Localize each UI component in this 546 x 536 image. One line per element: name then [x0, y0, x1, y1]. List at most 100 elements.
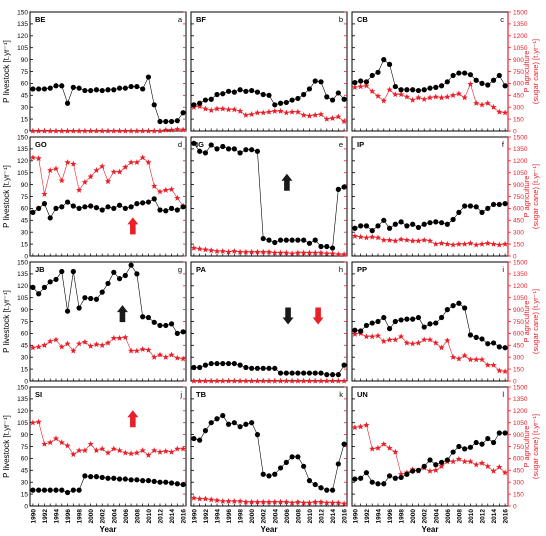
data-point-black	[122, 85, 128, 91]
data-point-black	[151, 478, 157, 485]
data-point-black	[283, 99, 289, 106]
data-point-black	[490, 340, 497, 346]
data-point-red	[473, 241, 480, 248]
data-point-black	[82, 204, 88, 210]
data-point-red	[317, 498, 325, 505]
data-point-red	[351, 330, 359, 337]
data-point-red	[409, 237, 416, 244]
data-point-black	[277, 237, 284, 243]
data-point-red	[231, 377, 238, 384]
x-tick-label: 1998	[77, 509, 84, 524]
data-point-red	[64, 442, 71, 449]
data-point-black	[306, 86, 313, 92]
data-point-red	[236, 497, 244, 504]
x-tick-label: 2008	[295, 509, 302, 524]
data-point-red	[29, 419, 37, 426]
x-tick-label: 1994	[376, 509, 383, 524]
data-point-red	[421, 95, 428, 102]
y-tick-label: 30	[21, 105, 29, 112]
data-point-red	[145, 127, 152, 134]
data-point-black	[208, 420, 214, 426]
x-tick-label: 2014	[491, 509, 498, 524]
data-point-red	[392, 91, 399, 98]
data-point-black	[128, 83, 134, 90]
y2-tick-label: 150	[513, 241, 524, 248]
data-point-red	[288, 250, 296, 257]
data-point-red	[449, 353, 457, 360]
data-point-red	[139, 447, 146, 454]
y2-tick-label: 450	[513, 468, 524, 475]
y2-tick-label: 1200	[513, 408, 528, 415]
data-point-red	[329, 499, 336, 506]
data-point-black	[427, 85, 433, 91]
data-point-black	[134, 83, 140, 90]
data-point-black	[243, 147, 249, 153]
data-point-black	[450, 303, 456, 309]
data-point-black	[99, 289, 105, 295]
data-point-black	[295, 237, 301, 243]
y2-axis-label-line1: P agriculture	[522, 51, 531, 93]
data-point-black	[231, 420, 237, 426]
data-point-black	[47, 215, 53, 221]
y2-tick-label: 300	[513, 355, 524, 362]
data-point-black	[225, 421, 232, 427]
data-point-black	[496, 430, 502, 436]
panel-code: IG	[196, 140, 204, 149]
data-point-red	[47, 439, 54, 446]
data-point-black	[289, 454, 295, 460]
data-point-red	[369, 333, 376, 340]
y-tick-label: 15	[21, 366, 29, 373]
data-point-black	[358, 78, 364, 84]
data-point-red	[231, 247, 238, 254]
data-point-red	[415, 94, 422, 101]
x-tick-label: 2006	[284, 509, 291, 524]
x-tick-label: 2008	[134, 509, 141, 524]
y2-tick-label: 900	[513, 432, 524, 439]
data-point-black	[254, 365, 261, 371]
data-point-black	[473, 439, 479, 446]
data-point-red	[122, 334, 129, 341]
data-point-black	[76, 305, 82, 311]
y-tick-label: 135	[17, 21, 28, 28]
data-point-red	[374, 332, 382, 339]
data-point-red	[455, 355, 463, 362]
data-point-red	[473, 461, 480, 468]
y2-tick-label: 1050	[513, 420, 528, 427]
data-point-black	[363, 322, 370, 329]
data-point-red	[317, 111, 325, 118]
data-point-black	[202, 97, 209, 103]
data-point-red	[449, 458, 457, 465]
y-tick-label: 90	[21, 432, 29, 439]
data-point-black	[202, 428, 209, 434]
data-point-black	[82, 473, 88, 479]
data-point-black	[444, 307, 450, 313]
data-point-red	[64, 127, 71, 134]
data-point-red	[110, 334, 117, 341]
data-point-red	[329, 250, 336, 257]
data-point-black	[335, 372, 341, 378]
data-point-red	[122, 449, 129, 456]
data-point-red	[81, 447, 89, 454]
data-point-black	[260, 235, 266, 242]
data-point-black	[341, 362, 347, 368]
data-point-red	[335, 377, 342, 384]
panel-code: IP	[357, 140, 364, 149]
data-point-black	[410, 468, 416, 474]
data-point-red	[254, 109, 261, 116]
data-point-black	[392, 318, 398, 325]
data-point-red	[151, 182, 158, 189]
data-point-black	[485, 341, 491, 347]
data-point-red	[127, 127, 135, 134]
data-point-red	[236, 377, 244, 384]
data-point-black	[301, 370, 307, 376]
data-point-red	[64, 159, 71, 166]
data-point-red	[116, 334, 123, 341]
data-point-black	[473, 334, 479, 340]
data-point-black	[272, 239, 278, 246]
data-point-black	[145, 74, 152, 80]
trend-arrow-up	[127, 410, 139, 428]
data-point-black	[202, 362, 209, 368]
data-point-black	[266, 237, 272, 243]
data-point-black	[312, 370, 318, 376]
data-point-red	[122, 127, 129, 134]
